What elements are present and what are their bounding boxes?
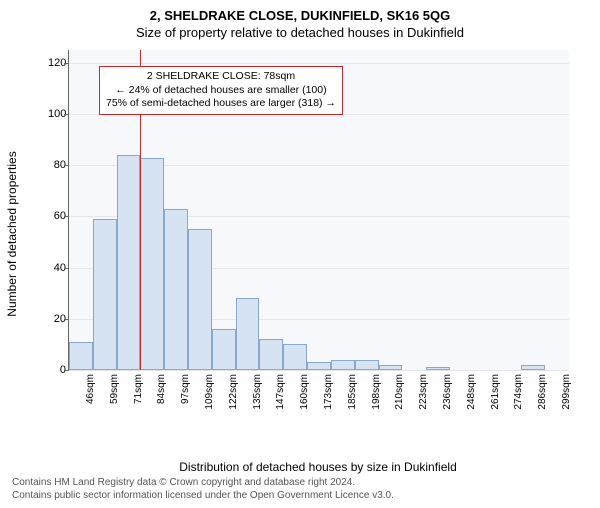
footer-text: Contains HM Land Registry data © Crown c… (12, 477, 588, 502)
annotation-box: 2 SHELDRAKE CLOSE: 78sqm← 24% of detache… (99, 66, 343, 115)
footer-line2: Contains public sector information licen… (12, 490, 588, 503)
x-tick-label: 223sqm (418, 374, 429, 410)
x-tick-label: 274sqm (513, 374, 524, 410)
plot-area: 46sqm59sqm71sqm84sqm97sqm109sqm122sqm135… (68, 50, 569, 371)
histogram-bar (307, 362, 331, 370)
x-tick-label: 59sqm (109, 374, 120, 404)
histogram-bar (188, 229, 212, 370)
x-tick-label: 84sqm (156, 374, 167, 404)
histogram-bar (93, 219, 117, 370)
x-tick-label: 147sqm (275, 374, 286, 410)
page-title-line2: Size of property relative to detached ho… (0, 25, 600, 40)
histogram-bar (426, 367, 450, 370)
histogram-bar (283, 344, 307, 370)
x-tick-label: 97sqm (180, 374, 191, 404)
x-tick-label: 210sqm (394, 374, 405, 410)
x-tick-label: 248sqm (466, 374, 477, 410)
x-tick-label: 261sqm (490, 374, 501, 410)
x-tick-label: 71sqm (133, 374, 144, 404)
annotation-line: 2 SHELDRAKE CLOSE: 78sqm (106, 70, 336, 84)
x-tick-label: 160sqm (299, 374, 310, 410)
gridline (69, 63, 569, 64)
annotation-line: 75% of semi-detached houses are larger (… (106, 97, 336, 111)
histogram-bar (259, 339, 283, 370)
plot-wrap: Number of detached properties 0204060801… (20, 44, 580, 424)
x-tick-label: 122sqm (228, 374, 239, 410)
footer-line1: Contains HM Land Registry data © Crown c… (12, 477, 588, 490)
x-tick-label: 185sqm (347, 374, 358, 410)
x-tick-label: 198sqm (371, 374, 382, 410)
histogram-bar (331, 360, 355, 370)
x-tick-label: 286sqm (537, 374, 548, 410)
histogram-bar (69, 342, 93, 370)
gridline (69, 370, 569, 371)
page-title-line1: 2, SHELDRAKE CLOSE, DUKINFIELD, SK16 5QG (0, 8, 600, 23)
histogram-bar (355, 360, 379, 370)
x-tick-label: 236sqm (442, 374, 453, 410)
histogram-bar (212, 329, 236, 370)
histogram-bar (164, 209, 188, 370)
histogram-bar (236, 298, 260, 370)
x-tick-label: 135sqm (252, 374, 263, 410)
histogram-bar (379, 365, 403, 370)
histogram-bar (117, 155, 141, 370)
histogram-bar (140, 158, 164, 370)
x-tick-label: 46sqm (85, 374, 96, 404)
x-tick-label: 109sqm (204, 374, 215, 410)
annotation-line: ← 24% of detached houses are smaller (10… (106, 84, 336, 98)
x-tick-label: 299sqm (561, 374, 572, 410)
x-tick-label: 173sqm (323, 374, 334, 410)
x-axis-label: Distribution of detached houses by size … (68, 460, 568, 474)
y-axis-label: Number of detached properties (5, 151, 19, 316)
histogram-bar (521, 365, 545, 370)
